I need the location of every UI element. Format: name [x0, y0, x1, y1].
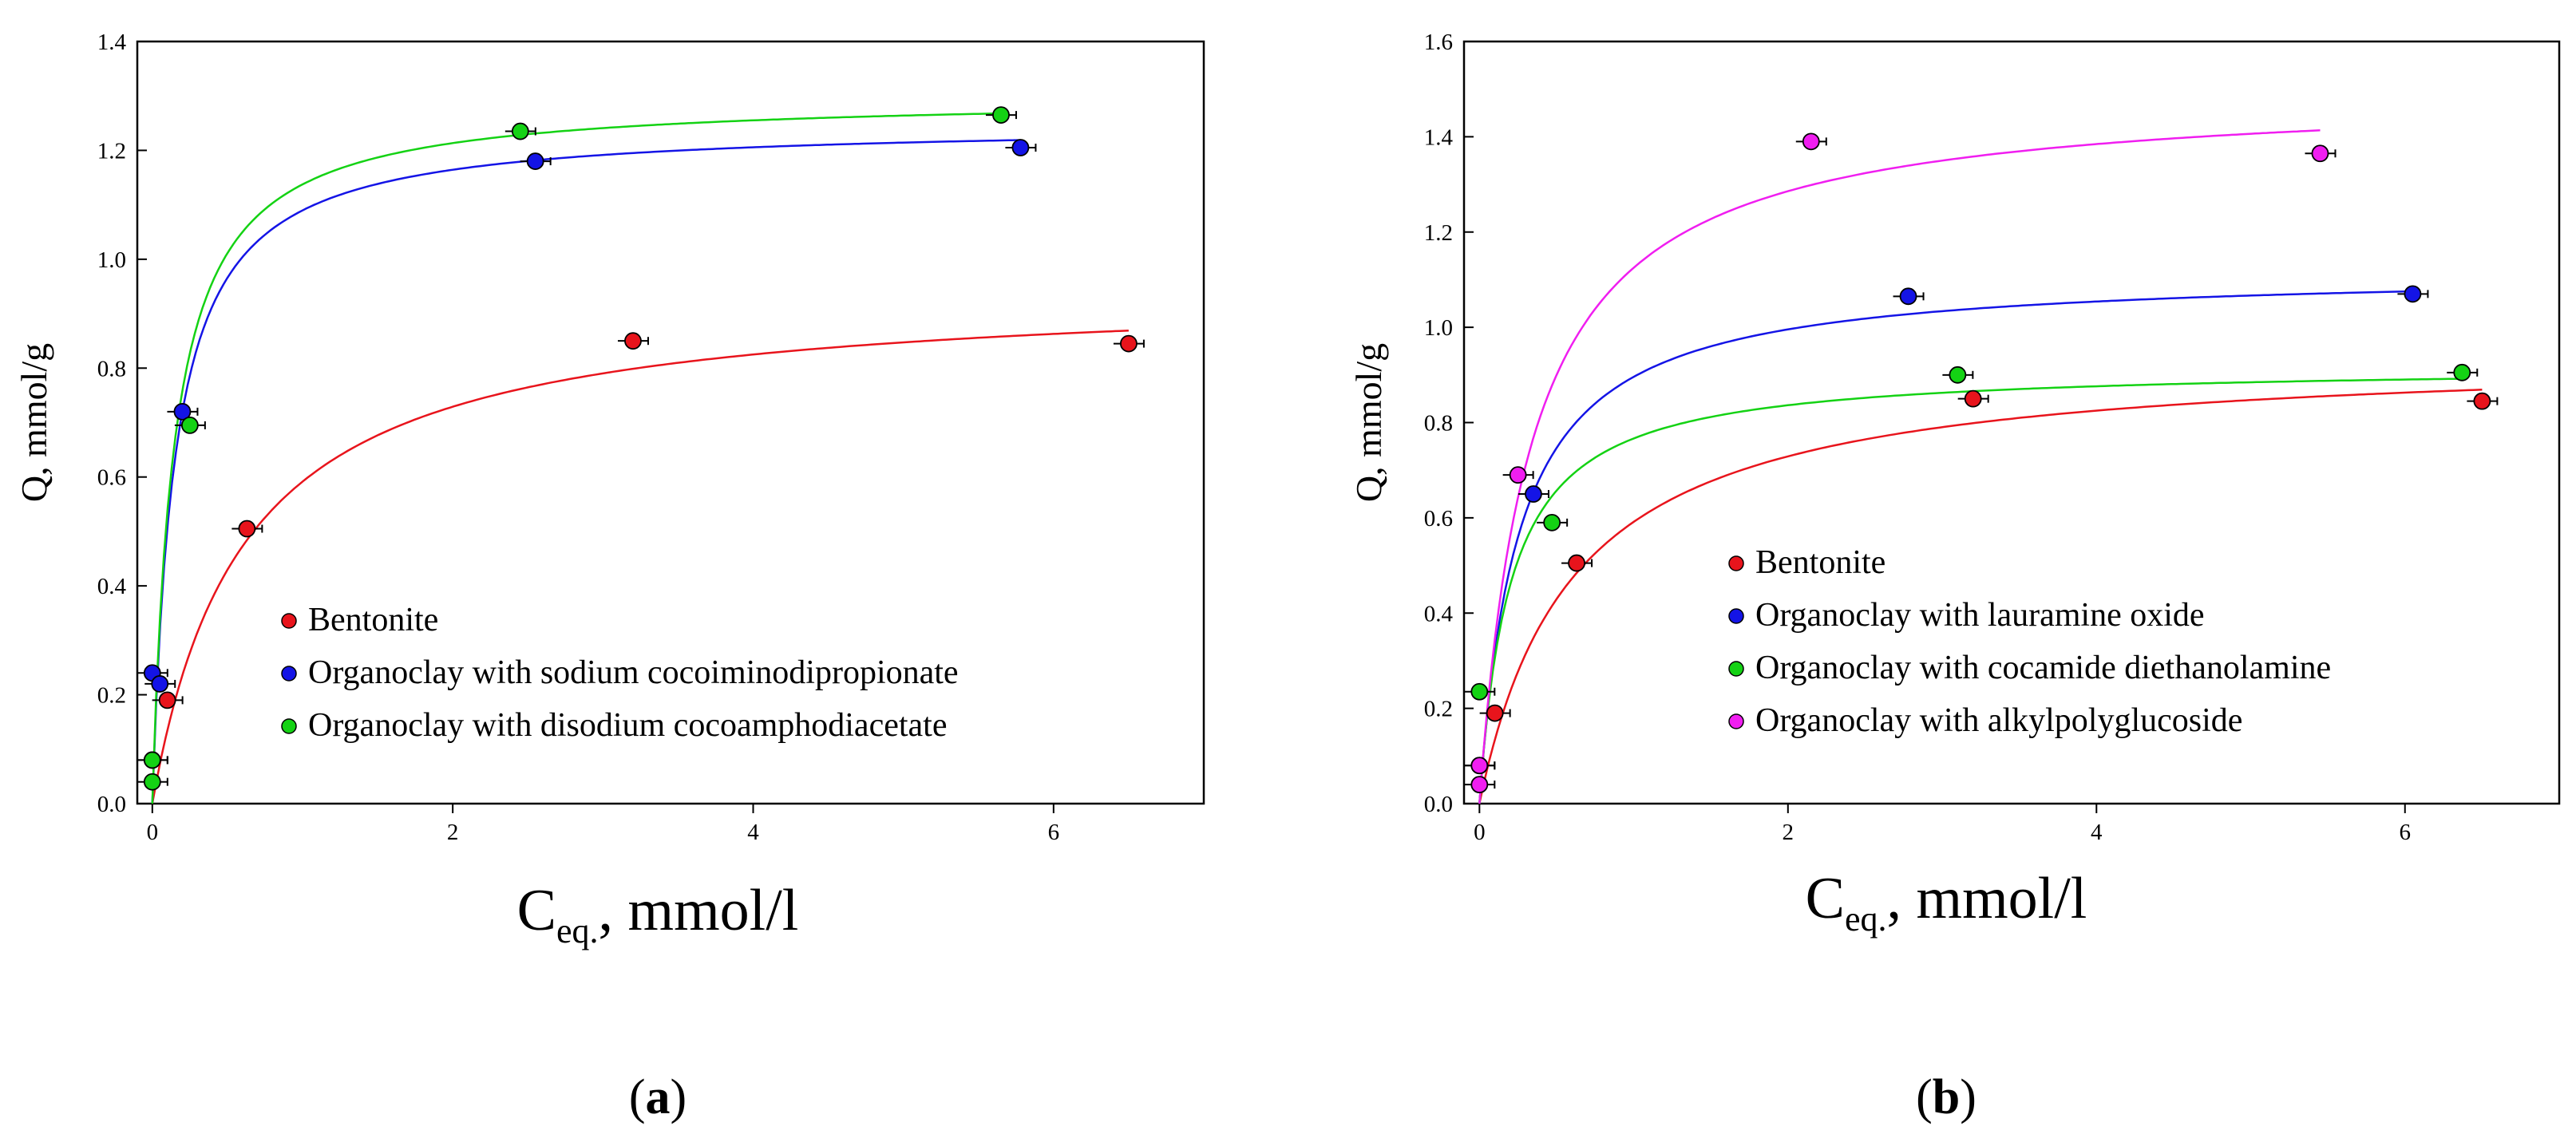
x-axis-label-main: C	[1806, 866, 1845, 931]
panel-label-close: )	[1960, 1070, 1977, 1124]
legend-label: Bentonite	[308, 602, 438, 638]
y-tick-label: 1.4	[1424, 124, 1454, 150]
data-point	[1486, 704, 1504, 722]
y-tick-label: 1.6	[1424, 30, 1453, 55]
data-point	[1509, 466, 1527, 484]
x-tick-label: 4	[2091, 820, 2103, 845]
y-tick-label: 0.2	[97, 683, 126, 709]
legend-label: Organoclay with cocamide diethanolamine	[1755, 650, 2331, 686]
x-axis-label: Ceq., mmol/l	[517, 878, 799, 950]
y-tick-label: 0.8	[97, 356, 126, 381]
legend-marker	[281, 613, 297, 629]
data-point	[238, 520, 256, 538]
panel-label-close: )	[671, 1070, 687, 1124]
x-axis-label-subscript: eq.	[556, 911, 599, 950]
chart-panel-a: 0.0 0.2 0.4 0.6 0.8 1.0 1.2 1.4 0 2 4 6 Q, mmol/g Ceq…	[14, 30, 1205, 1124]
data-point	[1543, 513, 1561, 531]
data-point	[173, 402, 192, 421]
panel-label: (b)	[1916, 1070, 1977, 1124]
y-tick-label: 1.2	[1424, 220, 1453, 246]
data-point	[2404, 285, 2422, 303]
data-point	[158, 691, 176, 709]
data-point	[180, 417, 199, 434]
data-point	[2311, 144, 2329, 163]
panel-label-open: (	[1916, 1070, 1933, 1124]
x-axis-label-subscript: eq.	[1845, 899, 1887, 938]
panel-label: (a)	[629, 1070, 687, 1124]
data-point	[2453, 363, 2471, 381]
panel-label-letter: a	[646, 1070, 671, 1124]
legend-marker	[1728, 661, 1744, 677]
fit-curve	[151, 139, 1021, 804]
y-axis-label: Q, mmol/g	[14, 343, 54, 502]
data-point	[1964, 389, 1982, 408]
x-tick-label: 0	[1474, 820, 1486, 845]
legend-marker	[281, 718, 297, 734]
legend-label: Organoclay with lauramine oxide	[1755, 597, 2205, 634]
x-tick-label: 2	[447, 820, 459, 845]
panel-label-letter: b	[1933, 1070, 1960, 1124]
data-point	[151, 675, 169, 693]
fit-curve	[151, 112, 1002, 804]
data-point	[1899, 287, 1917, 306]
x-axis-label-main: C	[517, 878, 556, 943]
plot-frame	[136, 40, 1205, 805]
x-axis-label-unit: , mmol/l	[599, 878, 799, 943]
legend-marker	[1728, 608, 1744, 624]
y-tick-label: 0.2	[1424, 697, 1453, 722]
plot-frame	[1462, 40, 2561, 805]
legend-marker	[281, 666, 297, 682]
y-tick-label: 0.8	[1424, 411, 1453, 437]
x-axis-label-unit: , mmol/l	[1887, 866, 2087, 931]
data-point	[1470, 682, 1489, 701]
legend-label: Organoclay with disodium cocoamphodiacet…	[308, 707, 947, 744]
x-tick-label: 6	[2400, 820, 2412, 845]
fit-curve	[1478, 290, 2413, 804]
fit-curve	[1478, 129, 2321, 804]
fit-curve	[1478, 377, 2463, 804]
panel-label-open: (	[629, 1070, 646, 1124]
y-tick-label: 1.4	[97, 30, 127, 55]
x-tick-label: 2	[1783, 820, 1794, 845]
data-point	[511, 122, 529, 140]
data-point	[1525, 485, 1542, 503]
data-point	[2473, 392, 2491, 410]
y-tick-label: 1.0	[97, 247, 126, 273]
x-tick-label: 4	[747, 820, 759, 845]
legend-label: Organoclay with alkylpolyglucoside	[1755, 702, 2242, 739]
y-tick-label: 1.0	[1424, 315, 1453, 341]
data-point	[526, 152, 544, 170]
data-point	[1011, 139, 1030, 156]
data-point	[1568, 554, 1585, 572]
fit-curve	[1478, 389, 2483, 804]
x-tick-label: 6	[1048, 820, 1060, 845]
data-point	[992, 106, 1010, 124]
data-point	[1470, 776, 1489, 794]
x-axis-label: Ceq., mmol/l	[1806, 866, 2087, 938]
y-tick-label: 0.4	[97, 574, 127, 599]
y-tick-label: 0.0	[97, 792, 126, 817]
y-tick-label: 1.2	[97, 138, 126, 164]
data-point	[143, 773, 161, 791]
x-tick-label: 0	[147, 820, 159, 845]
legend-marker	[1728, 555, 1744, 571]
legend-marker	[1728, 713, 1744, 729]
y-tick-label: 0.0	[1424, 792, 1453, 817]
fit-curve	[151, 329, 1129, 804]
legend-label: Bentonite	[1755, 544, 1886, 581]
data-point	[1949, 366, 1967, 384]
chart-panel-b: 0.0 0.2 0.4 0.6 0.8 1.0 1.2 1.4 1.6 0 2 4 6 Q, mmol/g…	[1348, 30, 2561, 1124]
y-tick-label: 0.4	[1424, 601, 1454, 626]
data-point	[143, 751, 161, 769]
y-axis-label: Q, mmol/g	[1348, 343, 1389, 502]
data-point	[1120, 334, 1138, 353]
data-point	[624, 332, 642, 350]
data-point	[1802, 132, 1820, 151]
y-tick-label: 0.6	[1424, 506, 1453, 531]
legend-label: Organoclay with sodium cocoiminodipropio…	[308, 654, 959, 691]
y-tick-label: 0.6	[97, 465, 126, 491]
data-point	[1470, 757, 1489, 775]
